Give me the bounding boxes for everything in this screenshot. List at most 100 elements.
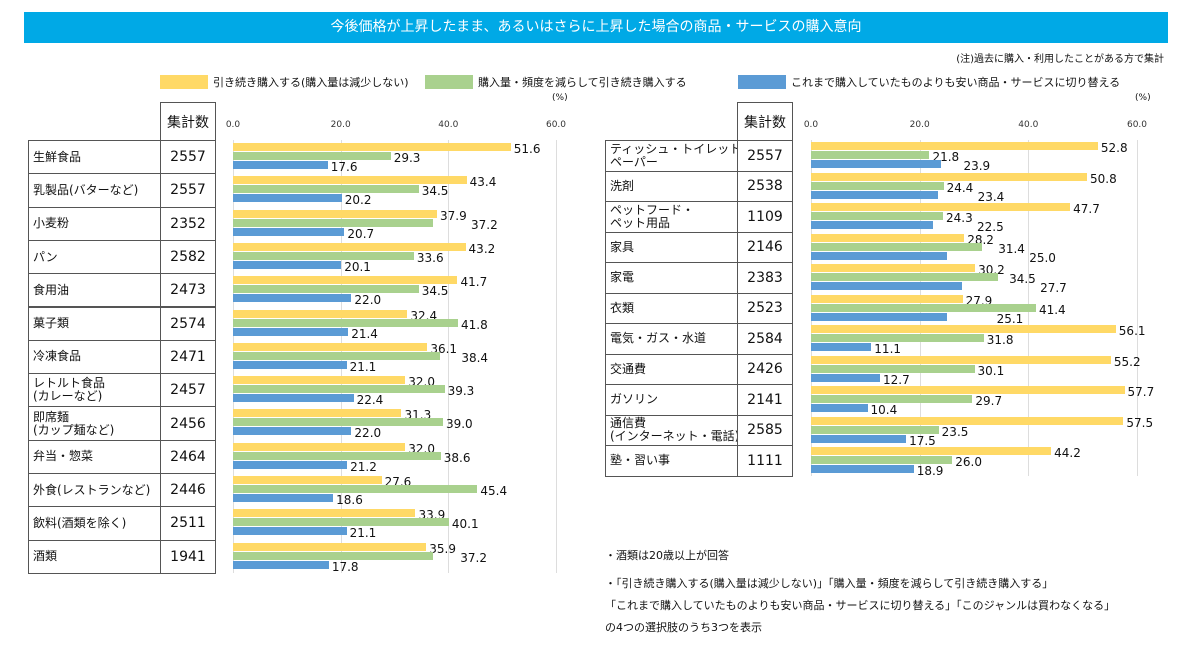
bar-reduce <box>811 456 953 464</box>
bar-reduce <box>233 251 414 260</box>
bar-continue <box>811 233 965 242</box>
row-count: 2538 <box>737 170 793 202</box>
row-label: 弁当・惣菜 <box>28 439 161 474</box>
survey-note: (注)過去に購入・利用したことがある方で集計 <box>956 54 1164 65</box>
row-count: 2457 <box>160 373 216 408</box>
bar-switch <box>233 327 349 336</box>
legend-swatch <box>738 75 786 89</box>
footnote: の4つの選択肢のうち3つを表示 <box>605 621 762 634</box>
bar-continue <box>233 143 511 151</box>
data-label: 39.3 <box>447 384 475 399</box>
data-label: 11.1 <box>874 342 902 356</box>
bar-reduce <box>811 364 975 373</box>
row-count: 2446 <box>160 473 216 508</box>
row-label: 電気・ガス・水道 <box>605 323 738 355</box>
bar-continue <box>233 376 406 385</box>
bar-switch <box>233 460 348 469</box>
row-label: 交通費 <box>605 353 738 385</box>
bar-switch <box>811 251 947 260</box>
chart-title: 今後価格が上昇したまま、あるいはさらに上昇した場合の商品・サービスの購入意向 <box>24 12 1168 43</box>
data-label: 23.5 <box>941 424 969 439</box>
bar-switch <box>233 560 329 569</box>
bar-continue <box>811 386 1125 394</box>
data-label: 51.6 <box>513 142 541 156</box>
row-label: 通信費 (インターネット・電話) <box>605 414 739 446</box>
bar-continue <box>811 355 1111 364</box>
gridline <box>556 140 557 573</box>
bar-switch <box>811 434 907 443</box>
row-label: 酒類 <box>28 539 161 574</box>
x-tick-label: 60.0 <box>545 120 567 130</box>
legend-swatch <box>425 75 473 89</box>
legend-label: これまで購入していたものよりも安い商品・サービスに切り替える <box>791 76 1121 89</box>
bar-continue <box>811 294 963 303</box>
bar-continue <box>811 447 1052 455</box>
data-label: 24.4 <box>946 180 974 195</box>
bar-continue <box>233 476 382 484</box>
row-label: ペットフード・ ペット用品 <box>605 201 738 233</box>
bar-continue <box>233 342 428 351</box>
row-label: レトルト食品 (カレーなど) <box>28 373 161 408</box>
bar-reduce <box>811 425 939 434</box>
data-label: 17.5 <box>909 433 936 448</box>
bar-reduce <box>233 485 478 493</box>
bar-reduce <box>233 351 440 360</box>
bar-continue <box>811 203 1071 211</box>
data-label: 43.2 <box>468 241 496 256</box>
row-count: 2557 <box>160 173 216 208</box>
bar-switch <box>811 465 914 473</box>
row-count: 2426 <box>737 353 793 385</box>
bar-switch <box>233 294 352 303</box>
row-count: 1111 <box>737 445 793 477</box>
data-label: 34.5 <box>421 284 449 299</box>
bar-switch <box>233 161 328 169</box>
data-label: 25.1 <box>996 311 1024 326</box>
data-label: 20.7 <box>347 226 375 241</box>
row-count: 2383 <box>737 262 793 294</box>
data-label: 24.3 <box>946 211 973 225</box>
data-label: 21.1 <box>349 359 377 374</box>
bar-continue <box>811 416 1124 425</box>
bar-continue <box>811 325 1116 333</box>
row-count: 2141 <box>737 384 793 416</box>
gridline <box>1137 140 1138 476</box>
bar-continue <box>233 176 467 185</box>
data-label: 26.0 <box>955 455 982 469</box>
bar-switch <box>233 194 342 203</box>
data-label: 17.8 <box>331 559 359 574</box>
data-label: 41.4 <box>1038 302 1066 317</box>
data-label: 21.4 <box>351 326 378 341</box>
x-tick-label: 20.0 <box>909 120 930 130</box>
data-label: 47.7 <box>1073 202 1100 216</box>
count-header: 集計数 <box>737 102 793 141</box>
data-label: 37.2 <box>460 550 487 565</box>
data-label: 22.4 <box>356 393 384 408</box>
bar-reduce <box>811 334 984 342</box>
data-label: 37.2 <box>471 217 498 232</box>
footnote: 「これまで購入していたものよりも安い商品・サービスに切り替える」「このジャンルは… <box>605 599 1116 612</box>
data-label: 12.7 <box>883 372 910 387</box>
data-label: 50.8 <box>1090 171 1117 186</box>
bar-reduce <box>233 518 449 527</box>
row-label: 食用油 <box>28 273 161 308</box>
data-label: 34.5 <box>421 184 449 199</box>
data-label: 20.1 <box>344 259 371 274</box>
row-label: 外食(レストランなど) <box>28 473 161 508</box>
data-label: 33.6 <box>416 250 444 265</box>
data-label: 41.8 <box>461 317 488 332</box>
legend-item-switch: これまで購入していたものよりも安い商品・サービスに切り替える <box>738 74 1120 90</box>
data-label: 39.0 <box>445 417 473 432</box>
row-count: 2574 <box>160 306 216 341</box>
data-label: 21.2 <box>350 459 377 474</box>
legend-item-continue: 引き続き購入する(購入量は減少しない) <box>160 74 409 90</box>
bar-reduce <box>233 152 391 160</box>
row-label: 家電 <box>605 262 738 294</box>
row-count: 2557 <box>737 140 793 172</box>
row-label: 洗剤 <box>605 170 738 202</box>
data-label: 29.7 <box>975 394 1003 408</box>
bar-switch <box>233 427 352 436</box>
row-count: 2146 <box>737 231 793 263</box>
bar-switch <box>811 312 948 321</box>
unit-label-right: (%) <box>1135 93 1151 103</box>
bar-reduce <box>811 151 930 159</box>
